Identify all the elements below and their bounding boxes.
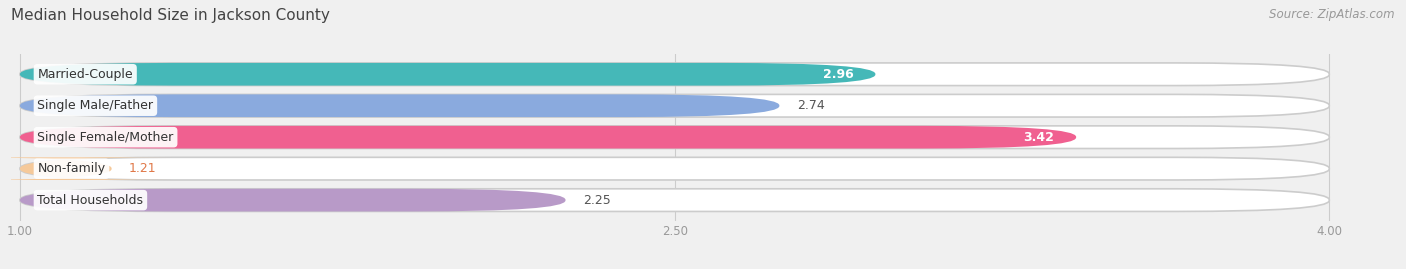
Text: Single Female/Mother: Single Female/Mother	[38, 131, 174, 144]
FancyBboxPatch shape	[0, 157, 173, 180]
FancyBboxPatch shape	[20, 126, 1329, 148]
Text: 3.42: 3.42	[1024, 131, 1054, 144]
Text: Non-family: Non-family	[38, 162, 105, 175]
Text: Median Household Size in Jackson County: Median Household Size in Jackson County	[11, 8, 330, 23]
FancyBboxPatch shape	[20, 94, 779, 117]
FancyBboxPatch shape	[20, 189, 1329, 211]
Text: 2.25: 2.25	[583, 194, 610, 207]
Text: 2.96: 2.96	[823, 68, 853, 81]
FancyBboxPatch shape	[20, 63, 876, 86]
FancyBboxPatch shape	[20, 63, 1329, 86]
Text: Total Households: Total Households	[38, 194, 143, 207]
FancyBboxPatch shape	[20, 157, 1329, 180]
FancyBboxPatch shape	[20, 126, 1076, 148]
FancyBboxPatch shape	[20, 189, 565, 211]
Text: 1.21: 1.21	[129, 162, 156, 175]
Text: Married-Couple: Married-Couple	[38, 68, 134, 81]
Text: Source: ZipAtlas.com: Source: ZipAtlas.com	[1270, 8, 1395, 21]
Text: 2.74: 2.74	[797, 99, 824, 112]
FancyBboxPatch shape	[20, 94, 1329, 117]
Text: Single Male/Father: Single Male/Father	[38, 99, 153, 112]
